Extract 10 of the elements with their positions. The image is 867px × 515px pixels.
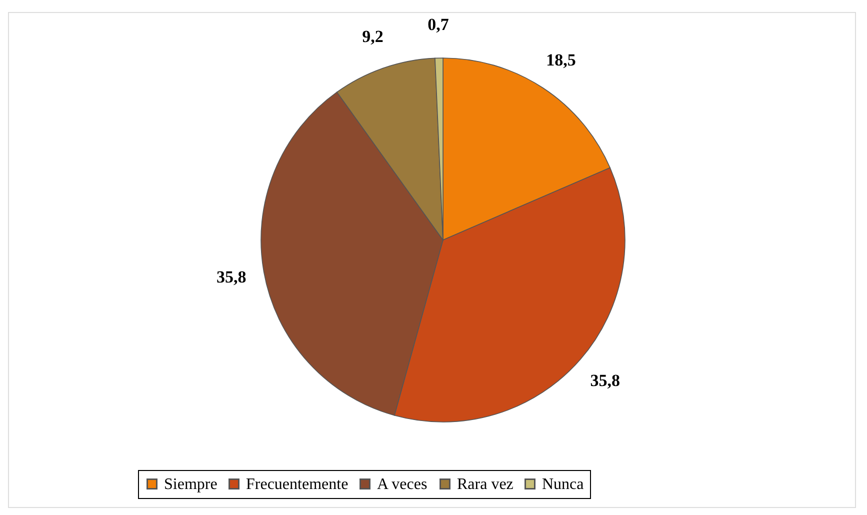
data-label: 35,8 [590,371,620,390]
legend-label: Nunca [542,476,584,493]
legend-label: A veces [377,476,428,493]
legend-label: Rara vez [457,476,514,493]
data-label: 9,2 [362,26,384,46]
data-label: 35,8 [216,268,246,287]
data-label: 0,7 [428,15,450,34]
data-label: 18,5 [546,50,576,70]
legend-label: Siempre [164,476,218,493]
legend-label: Frecuentemente [246,476,348,493]
